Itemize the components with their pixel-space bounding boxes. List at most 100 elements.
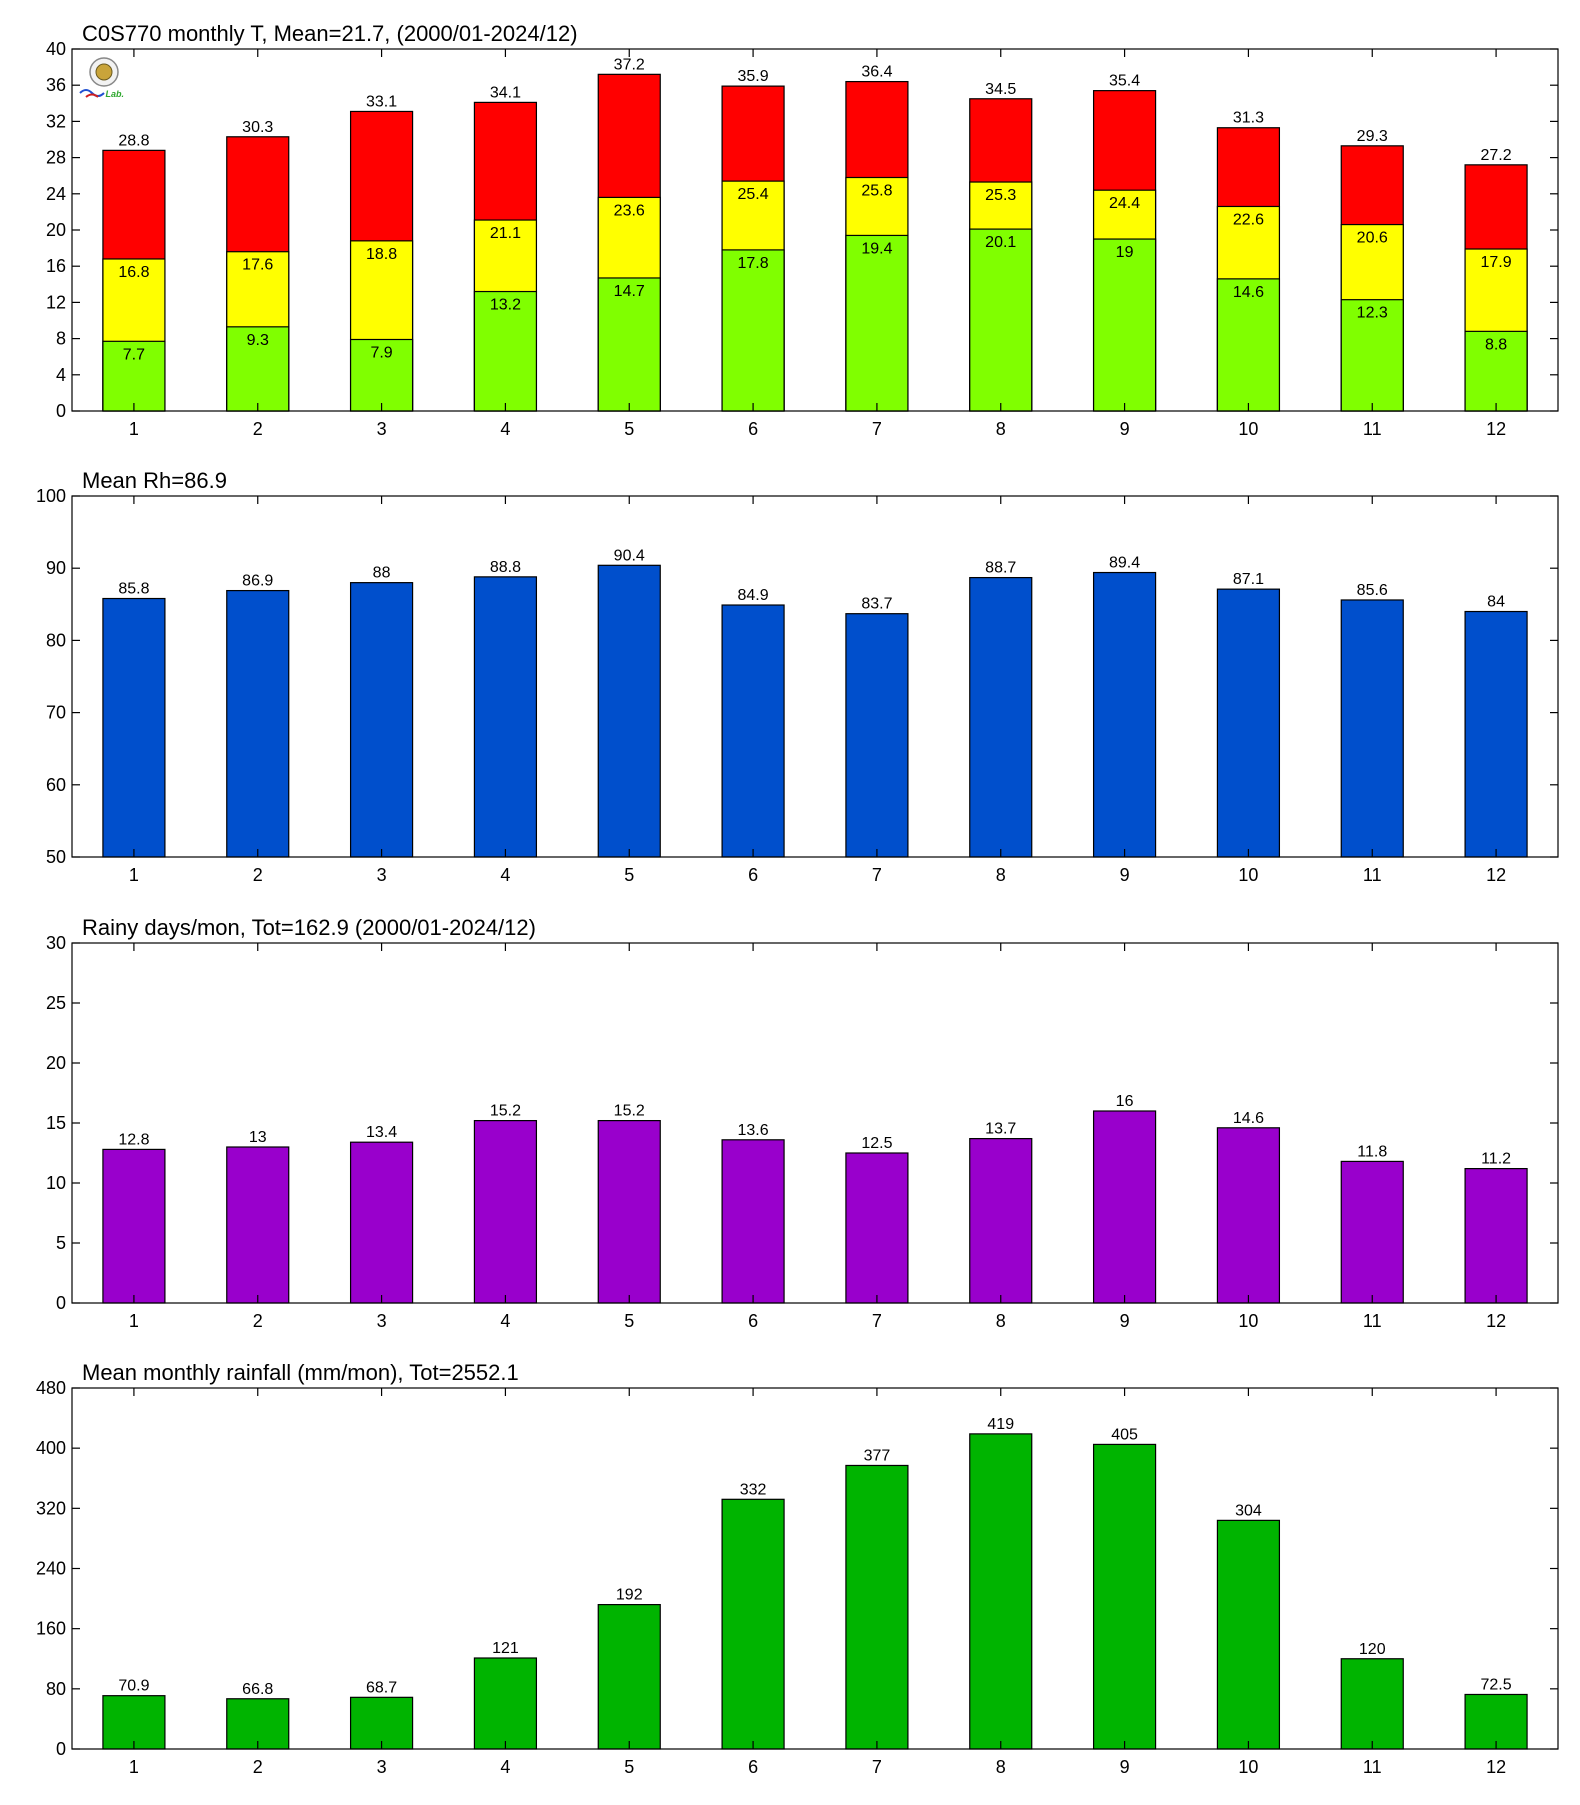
data-label-temperature-s0-m12: 27.2 — [1481, 147, 1512, 164]
data-label-humidity-s0-m4: 88.8 — [490, 559, 521, 576]
bar-humidity-s0-m6 — [721, 604, 785, 858]
data-label-temperature-s2-m3: 7.9 — [370, 345, 392, 362]
bar-rainy_days-s0-m5 — [597, 1119, 661, 1304]
data-label-temperature-s0-m3: 33.1 — [366, 93, 397, 110]
data-label-temperature-s1-m5: 23.6 — [614, 202, 645, 219]
bar-humidity-s0-m11 — [1340, 599, 1404, 858]
y-tick-label-rainfall-400: 400 — [36, 1438, 66, 1458]
data-label-humidity-s0-m7: 83.7 — [861, 596, 892, 613]
bar-rainfall-s0-m2 — [226, 1698, 290, 1750]
data-label-temperature-s2-m6: 17.8 — [738, 255, 769, 272]
panel-rainfall: Mean monthly rainfall (mm/mon), Tot=2552… — [36, 1360, 1559, 1777]
data-label-rainfall-s0-m12: 72.5 — [1481, 1676, 1512, 1693]
bar-temperature-s2-m8 — [969, 228, 1033, 412]
data-label-rainy_days-s0-m4: 15.2 — [490, 1103, 521, 1120]
bar-humidity-s0-m8 — [969, 576, 1033, 858]
x-tick-label-rainy_days-7: 7 — [872, 1311, 882, 1331]
data-label-rainfall-s0-m3: 68.7 — [366, 1679, 397, 1696]
data-label-humidity-s0-m6: 84.9 — [738, 587, 769, 604]
x-tick-label-rainy_days-9: 9 — [1120, 1311, 1130, 1331]
y-tick-label-rainy_days-20: 20 — [46, 1053, 66, 1073]
data-label-temperature-s1-m12: 17.9 — [1481, 254, 1512, 271]
x-tick-label-rainy_days-1: 1 — [129, 1311, 139, 1331]
x-tick-label-rainfall-8: 8 — [996, 1757, 1006, 1777]
x-tick-label-humidity-11: 11 — [1363, 865, 1382, 885]
logo-wave-icon — [79, 89, 105, 97]
data-label-rainy_days-s0-m2: 13 — [249, 1129, 267, 1146]
x-tick-label-rainy_days-2: 2 — [253, 1311, 263, 1331]
data-label-rainy_days-s0-m5: 15.2 — [614, 1103, 645, 1120]
axes-frame-temperature — [71, 48, 1559, 412]
y-tick-label-temperature-12: 12 — [46, 292, 66, 312]
x-tick-label-humidity-6: 6 — [748, 865, 758, 885]
station-logo: Lab. — [79, 57, 124, 99]
data-label-temperature-s0-m5: 37.2 — [614, 56, 645, 73]
x-tick-label-rainfall-2: 2 — [253, 1757, 263, 1777]
chart-title-rainfall: Mean monthly rainfall (mm/mon), Tot=2552… — [82, 1360, 519, 1385]
data-label-temperature-s2-m9: 19 — [1116, 244, 1134, 261]
bar-temperature-s2-m7 — [845, 234, 909, 412]
y-tick-label-temperature-36: 36 — [46, 75, 66, 95]
y-tick-label-rainy_days-0: 0 — [56, 1293, 66, 1313]
bar-rainy_days-s0-m7 — [845, 1152, 909, 1304]
data-label-rainy_days-s0-m11: 11.8 — [1357, 1143, 1387, 1160]
bar-rainfall-s0-m9 — [1092, 1443, 1157, 1750]
x-tick-label-humidity-12: 12 — [1486, 865, 1506, 885]
chart-title-temperature: C0S770 monthly T, Mean=21.7, (2000/01-20… — [82, 21, 578, 46]
chart-title-humidity: Mean Rh=86.9 — [82, 468, 227, 493]
x-tick-label-temperature-6: 6 — [748, 419, 758, 439]
bar-temperature-s2-m5 — [597, 277, 661, 412]
bar-temperature-s2-m3 — [349, 338, 414, 412]
bar-humidity-s0-m1 — [102, 597, 166, 858]
data-label-temperature-s2-m1: 7.7 — [123, 346, 145, 363]
x-tick-label-temperature-5: 5 — [624, 419, 634, 439]
bar-humidity-s0-m7 — [845, 613, 909, 858]
y-tick-label-rainfall-320: 320 — [36, 1498, 66, 1518]
bar-rainfall-s0-m7 — [845, 1464, 909, 1750]
x-tick-label-rainfall-11: 11 — [1363, 1757, 1382, 1777]
logo-text: Lab. — [105, 89, 124, 99]
bar-rainfall-s0-m5 — [597, 1603, 661, 1750]
data-label-temperature-s2-m10: 14.6 — [1233, 284, 1264, 301]
bar-rainy_days-s0-m2 — [226, 1146, 290, 1304]
data-label-humidity-s0-m9: 89.4 — [1109, 555, 1140, 572]
data-label-rainfall-s0-m9: 405 — [1111, 1426, 1138, 1443]
logo-emblem-icon — [95, 63, 113, 81]
bar-rainy_days-s0-m1 — [102, 1148, 166, 1304]
y-tick-label-temperature-16: 16 — [46, 256, 66, 276]
data-label-rainy_days-s0-m1: 12.8 — [118, 1131, 149, 1148]
data-label-temperature-s2-m12: 8.8 — [1485, 336, 1507, 353]
data-label-temperature-s2-m7: 19.4 — [861, 240, 892, 257]
data-label-temperature-s2-m4: 13.2 — [490, 297, 521, 314]
bar-rainfall-s0-m11 — [1340, 1658, 1404, 1750]
bar-rainy_days-s0-m3 — [349, 1141, 414, 1304]
x-tick-label-humidity-10: 10 — [1238, 865, 1258, 885]
bar-rainfall-s0-m1 — [102, 1695, 166, 1750]
data-label-humidity-s0-m2: 86.9 — [242, 573, 273, 590]
bar-rainy_days-s0-m12 — [1464, 1167, 1528, 1304]
bar-humidity-s0-m10 — [1216, 588, 1281, 858]
data-label-rainfall-s0-m1: 70.9 — [118, 1678, 149, 1695]
bar-rainfall-s0-m12 — [1464, 1693, 1528, 1750]
data-label-humidity-s0-m3: 88 — [373, 565, 391, 582]
y-tick-label-humidity-90: 90 — [46, 558, 66, 578]
bar-temperature-s2-m9 — [1092, 238, 1157, 412]
bar-humidity-s0-m2 — [226, 589, 290, 858]
bar-temperature-s2-m6 — [721, 249, 785, 412]
x-tick-label-temperature-4: 4 — [500, 419, 510, 439]
data-label-temperature-s0-m10: 31.3 — [1233, 110, 1264, 127]
x-tick-label-rainy_days-3: 3 — [377, 1311, 387, 1331]
x-tick-label-rainfall-3: 3 — [377, 1757, 387, 1777]
data-label-temperature-s0-m11: 29.3 — [1357, 128, 1388, 145]
y-tick-label-humidity-70: 70 — [46, 703, 66, 723]
bar-rainy_days-s0-m9 — [1092, 1110, 1157, 1304]
y-tick-label-rainfall-160: 160 — [36, 1619, 66, 1639]
data-label-temperature-s1-m1: 16.8 — [118, 264, 149, 281]
x-tick-label-rainfall-6: 6 — [748, 1757, 758, 1777]
y-tick-label-temperature-28: 28 — [46, 148, 66, 168]
x-tick-label-rainfall-7: 7 — [872, 1757, 882, 1777]
bar-rainy_days-s0-m8 — [969, 1137, 1033, 1304]
data-label-temperature-s2-m5: 14.7 — [614, 283, 645, 300]
